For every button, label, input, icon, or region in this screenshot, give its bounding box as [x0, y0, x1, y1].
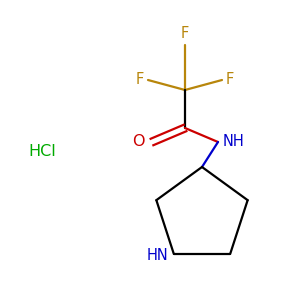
Text: F: F: [136, 73, 144, 88]
Text: HCl: HCl: [28, 145, 56, 160]
Text: HN: HN: [147, 248, 169, 263]
Text: F: F: [181, 26, 189, 41]
Text: NH: NH: [223, 134, 245, 148]
Text: F: F: [226, 73, 234, 88]
Text: O: O: [133, 134, 145, 149]
